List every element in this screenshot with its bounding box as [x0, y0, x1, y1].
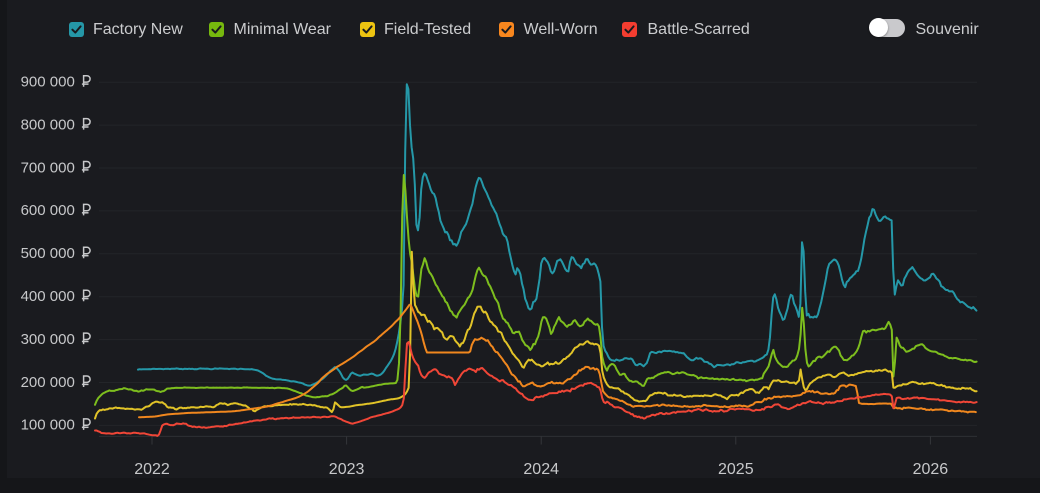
svg-text:100 000: 100 000: [21, 417, 75, 434]
svg-text:200 000: 200 000: [21, 374, 75, 391]
svg-text:300 000: 300 000: [21, 331, 75, 348]
svg-text:700 000: 700 000: [21, 159, 75, 176]
svg-text:2023: 2023: [329, 461, 365, 478]
svg-text:2024: 2024: [523, 461, 559, 478]
svg-text:2025: 2025: [718, 461, 754, 478]
svg-text:400 000: 400 000: [21, 288, 75, 305]
svg-text:900 000: 900 000: [21, 74, 75, 91]
svg-text:2026: 2026: [913, 461, 949, 478]
svg-text:500 000: 500 000: [21, 245, 75, 262]
svg-text:600 000: 600 000: [21, 202, 75, 219]
svg-text:2022: 2022: [134, 461, 170, 478]
svg-text:800 000: 800 000: [21, 116, 75, 133]
